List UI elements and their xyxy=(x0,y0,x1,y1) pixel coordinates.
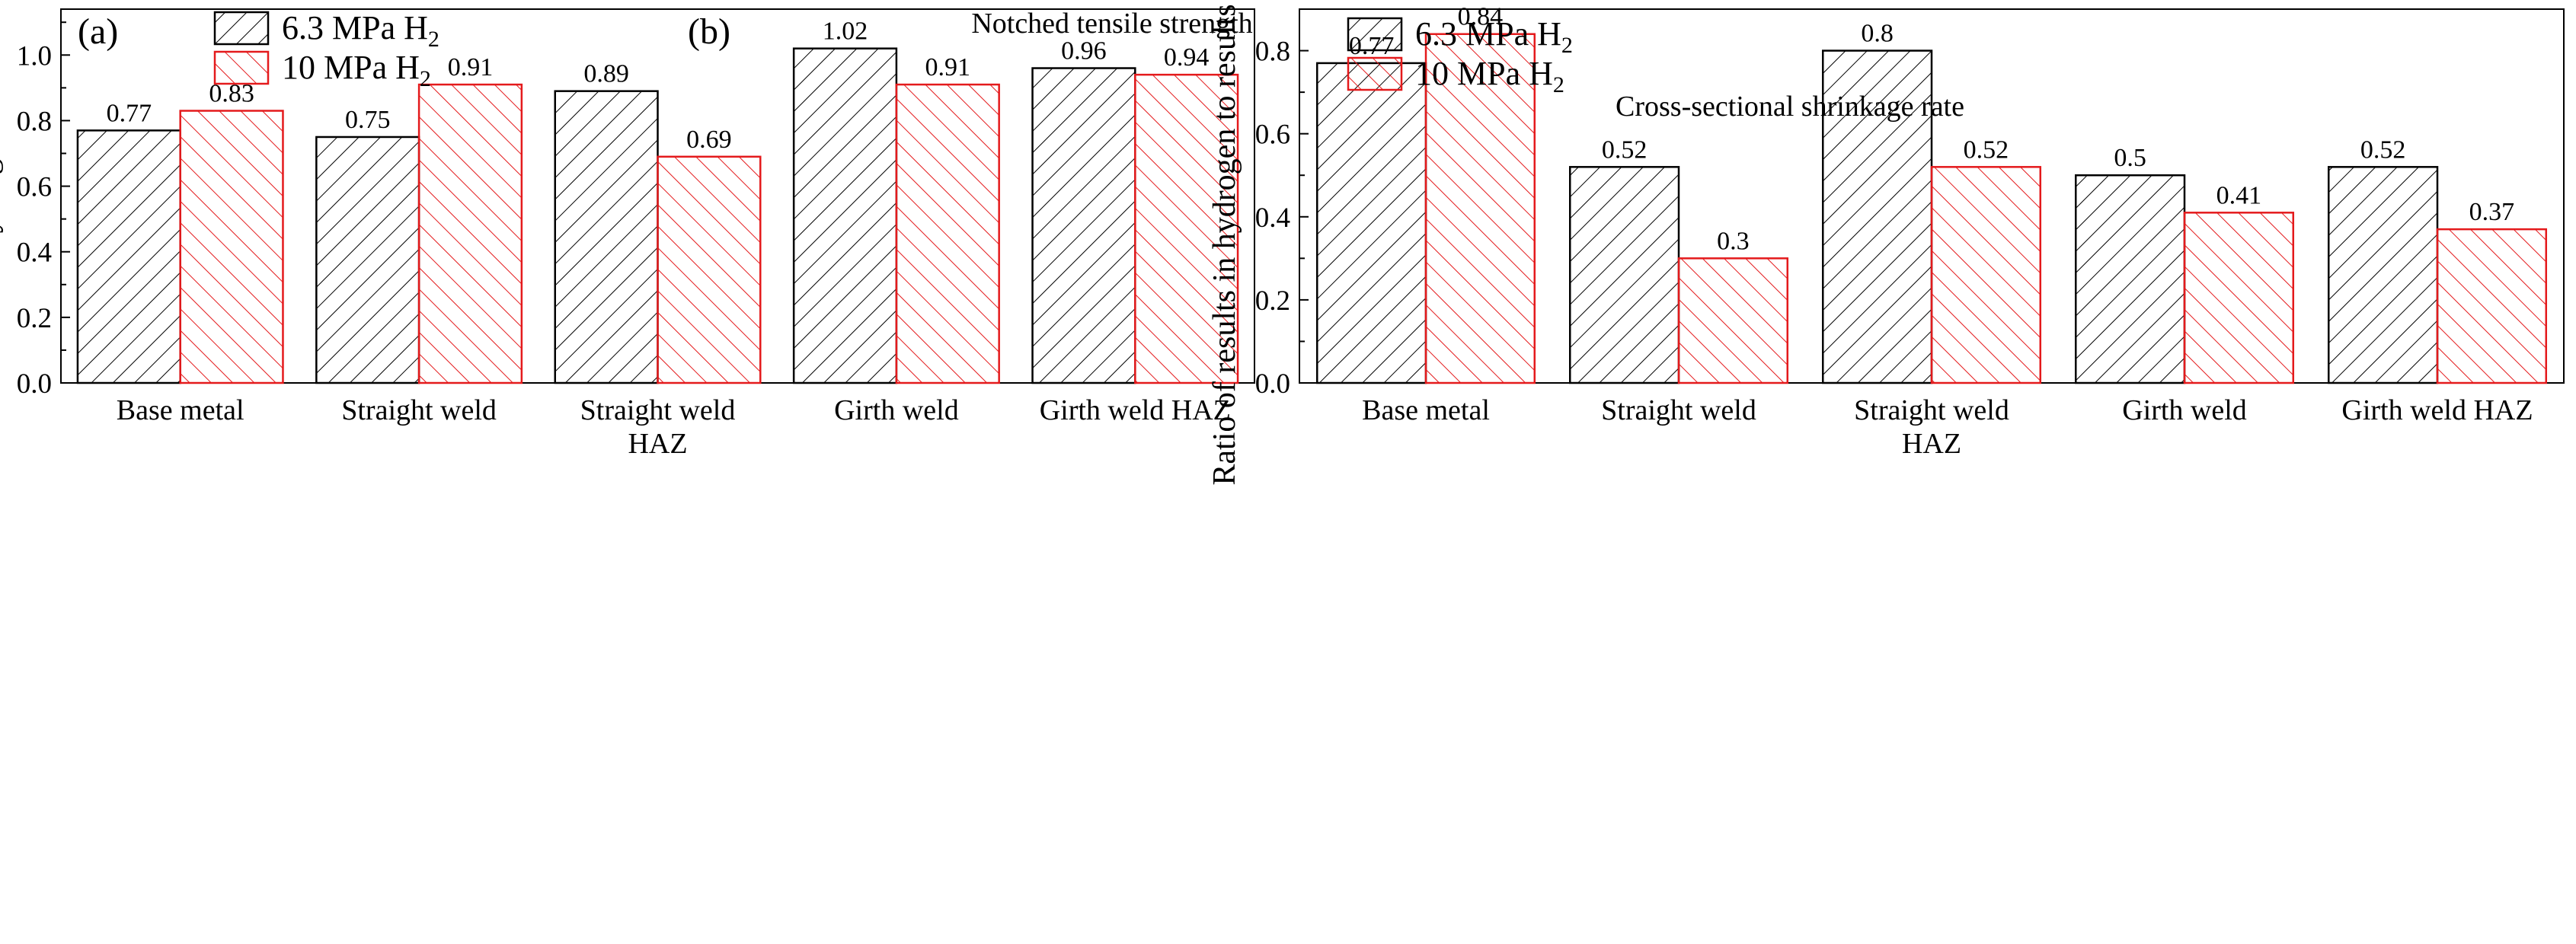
y-tick-label: 0.4 xyxy=(17,238,52,269)
bar-series2-girth-weld-haz xyxy=(2436,228,2548,384)
bar-series2-straight-weld-haz xyxy=(1930,166,2042,384)
legend-swatch xyxy=(1347,56,1403,91)
bar-series2-girth-weld xyxy=(895,83,1000,384)
y-axis-label: Ratio of results in hydrogen to results … xyxy=(1207,0,1242,486)
legend-swatch xyxy=(1347,17,1403,52)
bar-series1-girth-weld xyxy=(2074,174,2186,384)
legend-label: 6.3 MPa H2 xyxy=(1415,15,1573,58)
bar-series2-base-metal xyxy=(179,110,284,384)
data-label: 0.5 xyxy=(2114,144,2146,172)
data-label: 0.75 xyxy=(345,106,391,134)
legend-swatch xyxy=(213,11,270,46)
bar-series1-straight-weld xyxy=(315,136,420,384)
bar-series1-girth-weld-haz xyxy=(2327,166,2439,384)
data-label: 0.52 xyxy=(1602,136,1648,164)
bar-series2-straight-weld-haz xyxy=(657,155,762,384)
chart-panel-a: 0.0 0.2 0.4 0.6 0.8 1.0 Ratio of results in hy… xyxy=(0,0,1255,486)
bar-series1-straight-weld-haz xyxy=(1821,49,1933,384)
x-category-label: Straight weld xyxy=(1601,394,1756,426)
bar-series1-straight-weld xyxy=(1568,166,1680,384)
legend-subscript: 2 xyxy=(420,66,431,91)
bar-series2-base-metal xyxy=(1424,33,1536,384)
legend-subscript: 2 xyxy=(1561,33,1573,58)
chart-annotation: Cross-sectional shrinkage rate xyxy=(1616,91,1964,123)
y-tick-label: 0.8 xyxy=(17,106,52,137)
panel-label: (b) xyxy=(688,11,730,52)
y-tick-label: 0.0 xyxy=(1255,368,1290,400)
legend-subscript: 2 xyxy=(1553,72,1564,97)
legend-name: 6.3 MPa H xyxy=(1415,15,1561,53)
bar-series2-straight-weld xyxy=(417,83,523,384)
x-category-label: HAZ xyxy=(628,428,687,460)
x-category-label: Straight weld xyxy=(1854,394,2009,426)
data-label: 0.96 xyxy=(1061,37,1107,65)
data-label: 0.3 xyxy=(1717,227,1750,255)
x-category-label: Straight weld xyxy=(341,394,497,426)
data-label: 0.8 xyxy=(1861,20,1894,48)
legend-label: 10 MPa H2 xyxy=(1415,55,1564,97)
data-label: 0.52 xyxy=(2360,136,2406,164)
y-tick-label: 0.6 xyxy=(17,172,52,203)
data-label: 0.94 xyxy=(1164,43,1210,72)
x-category-label: Girth weld xyxy=(834,394,959,426)
bar-series1-girth-weld-haz xyxy=(1031,67,1136,384)
data-label: 0.84 xyxy=(1458,3,1504,31)
y-tick-label: 1.0 xyxy=(17,40,52,72)
x-category-label: Straight weld xyxy=(580,394,736,426)
y-tick-label: 0.8 xyxy=(1255,37,1290,68)
x-category-label: Girth weld HAZ xyxy=(2341,394,2533,426)
y-tick-label: 0.4 xyxy=(1255,203,1290,234)
x-category-label: Base metal xyxy=(1362,394,1490,426)
legend-label: 6.3 MPa H2 xyxy=(282,9,439,52)
bar-series1-base-metal xyxy=(76,129,181,384)
data-label: 0.91 xyxy=(925,53,971,81)
data-label: 0.69 xyxy=(686,126,732,154)
x-category-label: HAZ xyxy=(1902,428,1961,460)
data-label: 0.91 xyxy=(448,53,494,81)
data-label: 0.89 xyxy=(583,60,629,88)
legend-name: 10 MPa H xyxy=(1415,55,1553,92)
y-axis-label: Ratio of results in hydrogen to results … xyxy=(0,0,4,486)
x-category-label: Girth weld xyxy=(2122,394,2247,426)
bar-series1-straight-weld-haz xyxy=(554,90,659,384)
bar-series2-girth-weld xyxy=(2183,212,2295,384)
bar-series2-straight-weld xyxy=(1677,257,1789,384)
data-label: 0.77 xyxy=(107,99,152,127)
legend-subscript: 2 xyxy=(428,27,439,52)
legend-name: 6.3 MPa H xyxy=(282,9,428,46)
x-category-label: Girth weld HAZ xyxy=(1040,394,1231,426)
chart-panel-b: 0.0 0.2 0.4 0.6 0.8 Ratio of results in hydro… xyxy=(688,0,2565,486)
y-tick-label: 0.2 xyxy=(1255,285,1290,317)
data-label: 1.02 xyxy=(823,18,868,46)
panel-label: (a) xyxy=(78,11,118,52)
bar-series1-base-metal xyxy=(1315,62,1427,384)
data-label: 0.37 xyxy=(2469,198,2515,226)
y-tick-label: 0.2 xyxy=(17,303,52,334)
chart-annotation: Notched tensile strength xyxy=(971,8,1252,40)
x-category-label: Base metal xyxy=(117,394,244,426)
data-label: 0.41 xyxy=(2216,181,2262,209)
legend-name: 10 MPa H xyxy=(282,49,420,86)
legend-label: 10 MPa H2 xyxy=(282,49,431,91)
bar-series1-girth-weld xyxy=(792,47,898,384)
data-label: 0.52 xyxy=(1964,136,2009,164)
y-tick-label: 0.6 xyxy=(1255,120,1290,151)
legend-swatch xyxy=(213,50,270,85)
bar-series2-girth-weld-haz xyxy=(1134,73,1239,384)
y-tick-label: 0.0 xyxy=(17,368,52,400)
